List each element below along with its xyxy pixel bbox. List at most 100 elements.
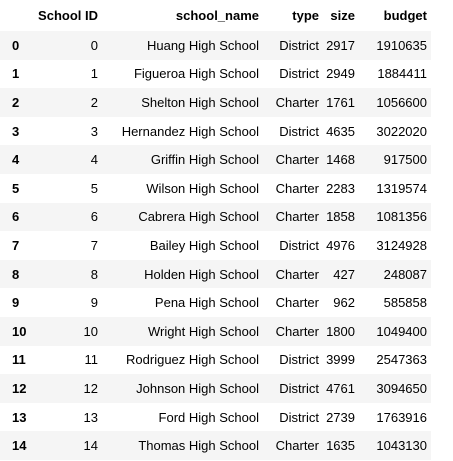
column-header-index bbox=[0, 0, 30, 31]
cell-budget: 1056600 bbox=[376, 94, 427, 110]
cell-school-name: Wright High School bbox=[147, 323, 259, 339]
column-header-school-name: school_name bbox=[175, 8, 259, 23]
cell-budget: 1319574 bbox=[376, 180, 427, 196]
cell-school-name: Rodriguez High School bbox=[126, 352, 259, 368]
cell-type: District bbox=[279, 380, 319, 396]
column-header-type: type bbox=[292, 8, 319, 23]
cell-budget: 1043130 bbox=[376, 438, 427, 454]
cell-size: 4761 bbox=[326, 380, 355, 396]
cell-school-id: 8 bbox=[90, 266, 98, 282]
row-index: 11 bbox=[12, 352, 26, 368]
cell-school-id: 1 bbox=[90, 66, 98, 82]
cell-type: District bbox=[279, 123, 319, 139]
table-body: 0 0 Huang High School District 2917 1910635 1 1… bbox=[0, 31, 431, 460]
row-index: 14 bbox=[12, 438, 27, 454]
row-index: 5 bbox=[12, 180, 20, 196]
row-index: 0 bbox=[12, 37, 20, 53]
cell-size: 2917 bbox=[326, 37, 355, 53]
table-row: 11 11 Rodriguez High School District 3999 254… bbox=[0, 346, 431, 375]
table-row: 5 5 Wilson High School Charter 2283 1319574 bbox=[0, 174, 431, 203]
cell-school-id: 0 bbox=[90, 37, 98, 53]
cell-size: 2949 bbox=[326, 66, 355, 82]
cell-school-id: 2 bbox=[90, 94, 98, 110]
cell-school-name: Cabrera High School bbox=[138, 209, 259, 225]
cell-school-name: Hernandez High School bbox=[121, 123, 259, 139]
table-row: 6 6 Cabrera High School Charter 1858 1081356 bbox=[0, 202, 431, 232]
cell-school-name: Bailey High School bbox=[149, 237, 259, 253]
table-row: 1 1 Figueroa High School District 2949 188441… bbox=[0, 60, 431, 89]
table-row: 12 12 Johnson High School District 4761 30946… bbox=[0, 374, 431, 403]
cell-budget: 3094650 bbox=[376, 380, 427, 396]
cell-type: Charter bbox=[275, 438, 319, 454]
cell-type: District bbox=[279, 352, 319, 368]
row-index: 12 bbox=[12, 380, 27, 396]
row-index: 10 bbox=[12, 323, 27, 339]
table-row: 8 8 Holden High School Charter 427 248087 bbox=[0, 259, 431, 289]
cell-school-id: 10 bbox=[83, 323, 98, 339]
cell-school-id: 6 bbox=[90, 209, 98, 225]
cell-budget: 1081356 bbox=[376, 209, 427, 225]
cell-school-id: 3 bbox=[90, 123, 98, 139]
cell-type: Charter bbox=[275, 266, 319, 282]
cell-size: 4635 bbox=[326, 123, 355, 139]
cell-school-name: Figueroa High School bbox=[133, 66, 259, 82]
table-row: 3 3 Hernandez High School District 4635 30220… bbox=[0, 117, 431, 146]
cell-budget: 248087 bbox=[383, 266, 427, 282]
cell-school-id: 7 bbox=[90, 237, 98, 253]
cell-size: 2739 bbox=[326, 409, 355, 425]
cell-type: District bbox=[279, 66, 319, 82]
cell-budget: 1049400 bbox=[376, 323, 427, 339]
table-row: 9 9 Pena High School Charter 962 585858 bbox=[0, 288, 431, 317]
row-index: 7 bbox=[12, 237, 20, 253]
header-row: School ID school_name type size budget bbox=[0, 0, 431, 31]
cell-type: Charter bbox=[275, 295, 319, 311]
cell-budget: 3124928 bbox=[376, 237, 427, 253]
cell-size: 2283 bbox=[326, 180, 355, 196]
cell-school-name: Pena High School bbox=[154, 295, 259, 311]
table-row: 4 4 Griffin High School Charter 1468 917500 bbox=[0, 145, 431, 174]
row-index: 13 bbox=[12, 409, 27, 425]
cell-school-name: Huang High School bbox=[146, 37, 259, 53]
cell-size: 4976 bbox=[326, 237, 355, 253]
column-header-school-id: School ID bbox=[38, 8, 98, 23]
cell-budget: 585858 bbox=[383, 295, 427, 311]
dataframe-table: School ID school_name type size budget 0… bbox=[0, 0, 431, 460]
cell-type: Charter bbox=[275, 180, 319, 196]
cell-size: 1761 bbox=[326, 94, 355, 110]
table-row: 7 7 Bailey High School District 4976 3124928 bbox=[0, 231, 431, 260]
column-header-size: size bbox=[330, 8, 355, 23]
row-index: 4 bbox=[12, 152, 20, 168]
cell-type: Charter bbox=[275, 152, 319, 168]
cell-size: 1635 bbox=[326, 438, 355, 454]
cell-school-name: Ford High School bbox=[158, 409, 259, 425]
cell-school-id: 14 bbox=[83, 438, 98, 454]
row-index: 1 bbox=[12, 66, 20, 82]
cell-size: 3999 bbox=[326, 352, 355, 368]
cell-school-id: 12 bbox=[83, 380, 98, 396]
table-row: 10 10 Wright High School Charter 1800 1049400 bbox=[0, 316, 431, 346]
cell-type: Charter bbox=[275, 94, 319, 110]
cell-size: 1858 bbox=[326, 209, 355, 225]
row-index: 9 bbox=[12, 295, 20, 311]
cell-school-id: 4 bbox=[90, 152, 98, 168]
cell-size: 1468 bbox=[326, 152, 355, 168]
column-header-budget: budget bbox=[383, 8, 427, 23]
cell-budget: 1884411 bbox=[377, 66, 427, 82]
cell-school-name: Shelton High School bbox=[141, 94, 259, 110]
cell-type: District bbox=[279, 37, 319, 53]
cell-school-id: 11 bbox=[84, 352, 99, 368]
cell-budget: 1910635 bbox=[376, 37, 427, 53]
row-index: 8 bbox=[12, 266, 20, 282]
cell-size: 962 bbox=[333, 295, 355, 311]
table-row: 0 0 Huang High School District 2917 1910635 bbox=[0, 31, 431, 60]
cell-school-id: 13 bbox=[83, 409, 98, 425]
table-row: 2 2 Shelton High School Charter 1761 1056600 bbox=[0, 88, 431, 117]
cell-budget: 2547363 bbox=[376, 352, 427, 368]
cell-school-name: Griffin High School bbox=[150, 152, 259, 168]
cell-type: District bbox=[279, 409, 319, 425]
cell-school-name: Johnson High School bbox=[136, 380, 259, 396]
cell-budget: 1763916 bbox=[376, 409, 427, 425]
row-index: 6 bbox=[12, 209, 20, 225]
table-row: 13 13 Ford High School District 2739 1763916 bbox=[0, 403, 431, 432]
row-index: 2 bbox=[12, 94, 20, 110]
